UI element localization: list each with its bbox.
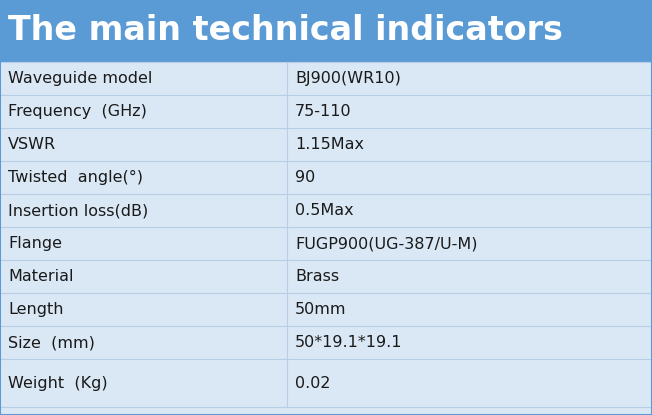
Text: 50*19.1*19.1: 50*19.1*19.1 xyxy=(295,335,402,350)
Text: Material: Material xyxy=(8,269,74,284)
Text: Length: Length xyxy=(8,302,63,317)
Bar xyxy=(0,326,652,359)
Text: Twisted  angle(°): Twisted angle(°) xyxy=(8,170,143,185)
Bar xyxy=(0,0,652,62)
Bar xyxy=(0,260,652,293)
Bar xyxy=(0,62,652,95)
Bar xyxy=(0,128,652,161)
Bar xyxy=(0,293,652,326)
Text: Flange: Flange xyxy=(8,236,62,251)
Text: 50mm: 50mm xyxy=(295,302,346,317)
Text: FUGP900(UG-387/U-M): FUGP900(UG-387/U-M) xyxy=(295,236,477,251)
Bar xyxy=(0,194,652,227)
Text: Size  (mm): Size (mm) xyxy=(8,335,95,350)
Text: The main technical indicators: The main technical indicators xyxy=(8,15,563,47)
Bar xyxy=(0,161,652,194)
Text: 1.15Max: 1.15Max xyxy=(295,137,364,152)
Text: 75-110: 75-110 xyxy=(295,104,351,119)
Text: 0.02: 0.02 xyxy=(295,376,331,391)
Text: VSWR: VSWR xyxy=(8,137,56,152)
Text: Weight  (Kg): Weight (Kg) xyxy=(8,376,108,391)
Text: Waveguide model: Waveguide model xyxy=(8,71,153,86)
Bar xyxy=(0,359,652,407)
Text: Insertion loss(dB): Insertion loss(dB) xyxy=(8,203,148,218)
Text: 90: 90 xyxy=(295,170,316,185)
Bar xyxy=(0,95,652,128)
Text: 0.5Max: 0.5Max xyxy=(295,203,353,218)
Text: Frequency  (GHz): Frequency (GHz) xyxy=(8,104,147,119)
Bar xyxy=(0,227,652,260)
Text: BJ900(WR10): BJ900(WR10) xyxy=(295,71,401,86)
Text: Brass: Brass xyxy=(295,269,339,284)
